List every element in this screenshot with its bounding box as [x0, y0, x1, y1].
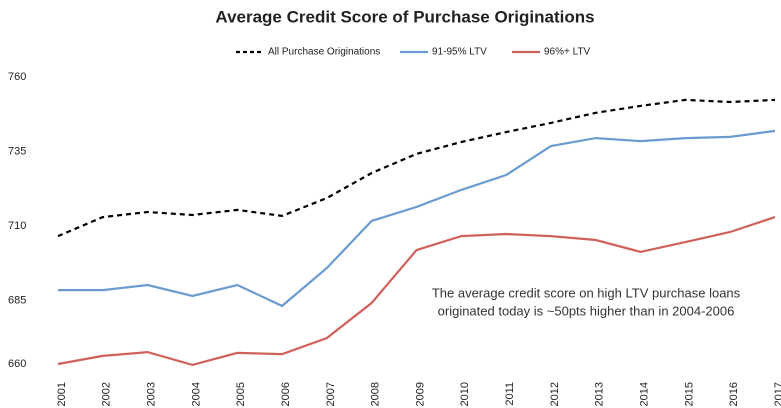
- chart-title: Average Credit Score of Purchase Origina…: [215, 7, 594, 26]
- x-tick-label: 2017: [773, 382, 781, 406]
- x-tick-label: 2009: [414, 382, 426, 406]
- annotation: The average credit score on high LTV pur…: [432, 285, 741, 300]
- x-tick-label: 2011: [504, 382, 516, 406]
- series-line: [57, 98, 776, 238]
- legend-label: All Purchase Originations: [268, 47, 380, 58]
- x-tick-label: 2007: [325, 382, 337, 406]
- x-tick-label: 2014: [638, 382, 650, 406]
- x-tick-label: 2006: [280, 382, 292, 406]
- y-tick-label: 710: [8, 220, 26, 232]
- x-tick-label: 2013: [594, 382, 606, 406]
- legend-label: 91-95% LTV: [432, 47, 487, 58]
- x-tick-label: 2012: [549, 382, 561, 406]
- x-tick-label: 2008: [370, 382, 382, 406]
- y-tick-label: 685: [8, 294, 26, 306]
- x-tick-label: 2015: [683, 382, 695, 406]
- legend-label: 96%+ LTV: [544, 47, 591, 58]
- x-tick-label: 2016: [728, 382, 740, 406]
- x-tick-label: 2001: [56, 382, 68, 406]
- x-tick-label: 2005: [235, 382, 247, 406]
- x-tick-label: 2004: [190, 382, 202, 406]
- series-line: [58, 129, 776, 308]
- x-tick-label: 2002: [101, 382, 113, 406]
- y-tick-label: 660: [8, 358, 26, 370]
- x-tick-label: 2010: [459, 382, 471, 406]
- x-tick-label: 2003: [146, 382, 158, 406]
- series-line: [57, 216, 776, 367]
- annotation: originated today is ~50pts higher than i…: [438, 303, 735, 318]
- y-tick-label: 760: [8, 71, 26, 83]
- y-tick-label: 735: [8, 145, 26, 157]
